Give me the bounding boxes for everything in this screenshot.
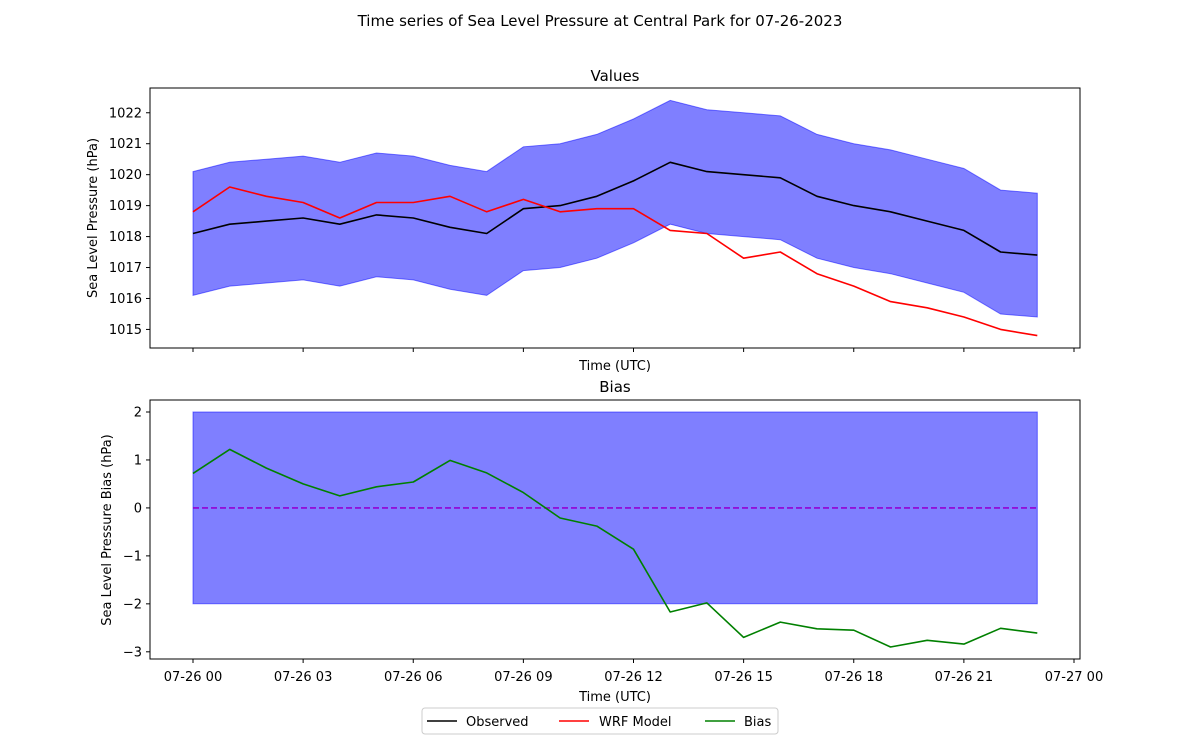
values-series-lines	[192, 161, 1038, 337]
series-line-bias	[192, 448, 1038, 648]
y-tick-label: 1020	[109, 168, 142, 183]
x-tick-label: 07-27 00	[1045, 670, 1103, 685]
y-tick-label: 1021	[109, 137, 142, 152]
x-tick-label: 07-26 09	[494, 670, 552, 685]
bias-panel-title: Bias	[599, 378, 631, 396]
y-tick-label: 1015	[109, 323, 142, 338]
y-tick-label: 1019	[109, 199, 142, 214]
y-tick-label: 2	[134, 405, 142, 420]
x-tick-label: 07-26 12	[604, 670, 662, 685]
bias-band-area	[192, 411, 1038, 605]
bias-x-axis-label: Time (UTC)	[578, 690, 651, 705]
y-tick-label: 1022	[109, 106, 142, 121]
values-panel-title: Values	[590, 67, 639, 85]
legend-bias-label: Bias	[744, 715, 771, 730]
figure-title: Time series of Sea Level Pressure at Cen…	[357, 12, 843, 30]
legend-box	[421, 707, 779, 735]
y-tick-label: 1	[134, 453, 142, 468]
x-tick-label: 07-26 21	[935, 670, 993, 685]
bias-y-axis-label: Sea Level Pressure Bias (hPa)	[100, 434, 115, 625]
y-tick-label: −1	[123, 549, 142, 564]
bias-tolerance-band	[192, 411, 1038, 605]
bias-x-axis-ticks: 07-26 00 07-26 03 07-26 06 07-26 09 07-26 12…	[164, 659, 1103, 685]
values-x-axis-label: Time (UTC)	[578, 359, 651, 374]
x-tick-label: 07-26 03	[274, 670, 332, 685]
values-y-axis-ticks: 1015 1016 1017 1018 1019 1020 1021 1022	[109, 106, 150, 338]
values-x-axis-ticks	[192, 348, 1075, 352]
y-tick-label: 0	[134, 501, 142, 516]
bias-series-lines	[192, 448, 1038, 648]
values-plot-frame	[149, 87, 1081, 349]
bias-plot-frame	[149, 399, 1081, 660]
x-tick-label: 07-26 00	[164, 670, 222, 685]
legend-observed-label: Observed	[466, 715, 529, 730]
x-tick-label: 07-26 06	[384, 670, 442, 685]
legend-model-label: WRF Model	[599, 715, 672, 730]
legend: Observed WRF Model Bias	[421, 707, 779, 735]
x-tick-label: 07-26 15	[714, 670, 772, 685]
values-y-axis-label: Sea Level Pressure (hPa)	[86, 138, 101, 298]
y-tick-label: −2	[123, 597, 142, 612]
y-tick-label: 1016	[109, 292, 142, 307]
x-tick-label: 07-26 18	[825, 670, 883, 685]
y-tick-label: −3	[123, 645, 142, 660]
series-line-wrf-model	[192, 186, 1038, 337]
y-tick-label: 1017	[109, 261, 142, 276]
bias-y-axis-ticks: −3 −2 −1 0 1 2	[123, 405, 150, 660]
y-tick-label: 1018	[109, 230, 142, 245]
values-panel: Values 10151016101710181019102010211022 …	[86, 67, 1081, 374]
series-line-observed	[192, 161, 1038, 256]
